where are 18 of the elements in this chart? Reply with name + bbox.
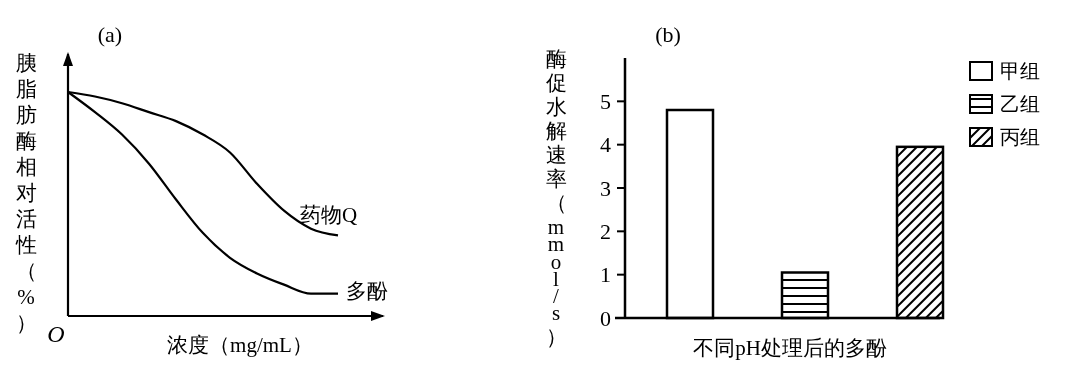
y-tick-label: 1 (600, 262, 611, 288)
text: 酶促水解速率（mmol/s） (545, 47, 567, 350)
y-tick-label: 4 (600, 132, 611, 158)
text: O (47, 321, 65, 347)
legend-label: 乙组 (1000, 93, 1040, 115)
x-axis-title: 浓度（mg/mL） (167, 333, 313, 357)
series-label: 药物Q (300, 203, 358, 228)
legend-label: 甲组 (1000, 60, 1040, 82)
text: 胰脂肪酶相对活性（%） (15, 51, 37, 335)
y-tick-label: 5 (600, 88, 611, 114)
legend-label: 丙组 (1000, 126, 1040, 148)
series-label: 多酚 (346, 279, 388, 304)
chart-title: (b) (655, 22, 681, 47)
y-tick-label: 2 (600, 218, 611, 244)
y-tick-label: 3 (600, 175, 611, 201)
chart-title: (a) (97, 22, 123, 47)
y-tick-label: 0 (600, 305, 611, 331)
x-axis-title: 不同pH处理后的多酚 (693, 336, 887, 360)
